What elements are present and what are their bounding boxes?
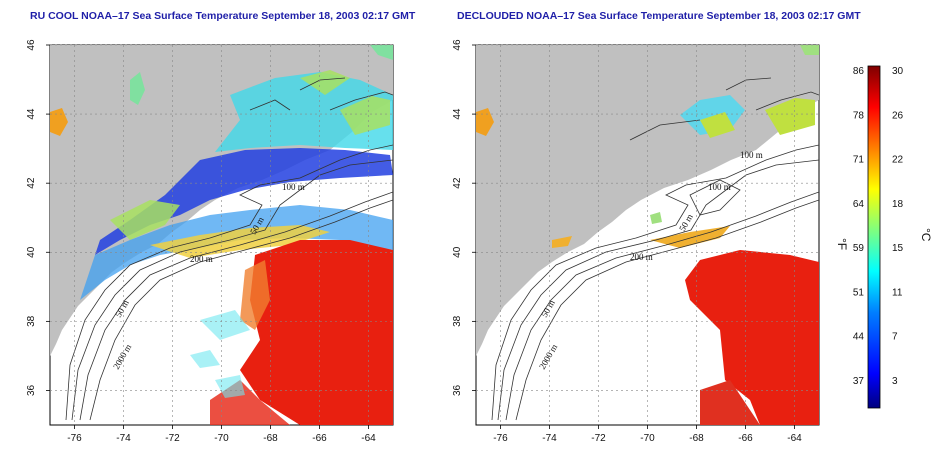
contour-2000m	[89, 199, 393, 421]
y-tick-label: 44	[26, 108, 37, 120]
sst-orange-edge	[240, 260, 270, 330]
x-tick-label: -68	[263, 433, 278, 444]
colorbar-fahrenheit-tick: 44	[853, 332, 865, 343]
sst-yellow-strip	[552, 226, 730, 248]
colorbar-celsius-tick: 3	[892, 376, 898, 387]
y-tick-label: 36	[452, 384, 463, 396]
contour-100m	[497, 159, 819, 421]
map-panel-left: 100 m 50 m 200 m 50 m 2000 m -76 -74 -72 -7…	[26, 39, 394, 444]
contour-50m	[65, 144, 393, 421]
y-tick-label: 46	[452, 39, 463, 51]
colorbar-celsius-tick: 26	[892, 110, 904, 121]
y-tick-label: 36	[26, 384, 37, 396]
colorbar-gradient	[867, 65, 881, 409]
contour-50m	[491, 144, 819, 421]
colorbar-fahrenheit-tick: 71	[853, 155, 865, 166]
contour-100m	[71, 159, 393, 421]
contour-label-200m: 200 m	[190, 254, 213, 264]
colorbar-celsius-tick: 22	[892, 155, 904, 166]
fahrenheit-unit-label: °F	[835, 238, 849, 250]
celsius-unit-label: °C	[919, 228, 933, 242]
y-tick-label: 38	[452, 315, 463, 327]
grid-left	[50, 44, 393, 425]
x-tick-label: -72	[165, 433, 180, 444]
map-panel-right: 100 m 100 m 50 m 200 m 50 m 2000 m -76 -7…	[452, 39, 820, 444]
sst-cyan-band	[215, 72, 393, 152]
axis-ticks-left: -76 -74 -72 -70 -68 -66 -64 36 38 40 42 44 46	[26, 39, 376, 444]
contour-label-200m: 200 m	[630, 252, 653, 262]
sst-green-patch	[700, 98, 815, 138]
colorbar-fahrenheit-tick: 59	[853, 243, 865, 254]
x-tick-label: -76	[493, 433, 508, 444]
colorbar-fahrenheit-tick: 51	[853, 287, 865, 298]
panel-title-right: DECLOUDED NOAA–17 Sea Surface Temperatur…	[457, 10, 861, 22]
sst-offshore-patch	[50, 108, 68, 136]
x-tick-label: -64	[361, 433, 376, 444]
y-tick-label: 40	[26, 246, 37, 258]
colorbar: 30 26 22 18 15 11 7 3 86 78 71 64 59 51 44 37 °F °C	[835, 65, 933, 409]
contour-label-100m: 100 m	[282, 182, 305, 192]
panel-title-left: RU COOL NOAA–17 Sea Surface Temperature …	[30, 10, 416, 22]
x-tick-label: -68	[689, 433, 704, 444]
colorbar-fahrenheit-tick: 64	[853, 199, 865, 210]
x-tick-label: -66	[738, 433, 753, 444]
sst-offshore-patch	[476, 108, 494, 136]
contour-bank	[249, 77, 393, 111]
sst-yellow-band	[150, 225, 330, 258]
contour-label-100m: 100 m	[740, 150, 763, 160]
sst-cold-band	[95, 148, 393, 255]
y-tick-label: 42	[452, 177, 463, 189]
contour-200m	[79, 191, 393, 421]
x-tick-label: -66	[312, 433, 327, 444]
y-tick-label: 46	[26, 39, 37, 51]
x-tick-label: -76	[67, 433, 82, 444]
colorbar-celsius-tick: 18	[892, 199, 904, 210]
sst-green-patches	[110, 70, 390, 240]
sst-warm-core	[685, 250, 819, 425]
contour-label-100m-inner: 100 m	[708, 182, 731, 192]
sst-warm-south	[700, 380, 760, 425]
colorbar-celsius-tick: 7	[892, 332, 898, 343]
y-tick-label: 44	[452, 108, 463, 120]
y-tick-label: 38	[26, 315, 37, 327]
grid-right	[476, 44, 819, 425]
sst-warm-core	[240, 240, 393, 425]
y-tick-label: 42	[26, 177, 37, 189]
colorbar-celsius-tick: 30	[892, 66, 904, 77]
axis-ticks-right: -76 -74 -72 -70 -68 -66 -64 36 38 40 42 44 46	[452, 39, 802, 444]
contour-bank	[629, 77, 819, 216]
colorbar-fahrenheit-tick: 37	[853, 376, 865, 387]
x-tick-label: -74	[116, 433, 131, 444]
x-tick-label: -70	[640, 433, 655, 444]
x-tick-label: -74	[542, 433, 557, 444]
colorbar-fahrenheit-tick: 78	[853, 110, 865, 121]
sst-scattered-cyan	[190, 310, 250, 398]
x-tick-label: -70	[214, 433, 229, 444]
colorbar-celsius-tick: 15	[892, 243, 904, 254]
contour-200m	[505, 191, 819, 421]
x-tick-label: -72	[591, 433, 606, 444]
colorbar-ticks: 30 26 22 18 15 11 7 3 86 78 71 64 59 51 44 37	[853, 66, 904, 387]
colorbar-celsius-tick: 11	[892, 287, 903, 298]
x-tick-label: -64	[787, 433, 802, 444]
y-tick-label: 40	[452, 246, 463, 258]
colorbar-fahrenheit-tick: 86	[853, 66, 865, 77]
contour-2000m	[515, 199, 819, 421]
